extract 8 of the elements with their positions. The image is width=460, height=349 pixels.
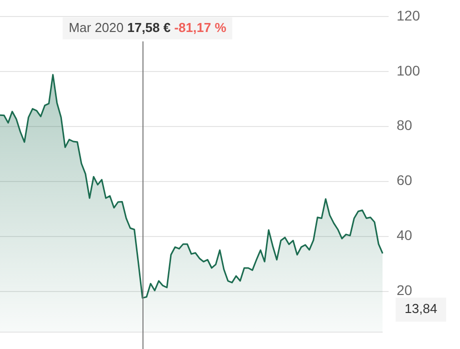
y-tick-label: 60: [396, 172, 412, 188]
text: 13,84: [404, 301, 438, 316]
y-tick-label: 20: [396, 282, 412, 298]
y-tick-label: 80: [396, 117, 412, 134]
annotation: Mar 2020 17,58 € -81,17 %: [68, 20, 227, 35]
y-tick-label: 100: [396, 62, 420, 78]
y-tick-label: 120: [396, 7, 420, 24]
y-tick-label: 40: [396, 227, 412, 244]
